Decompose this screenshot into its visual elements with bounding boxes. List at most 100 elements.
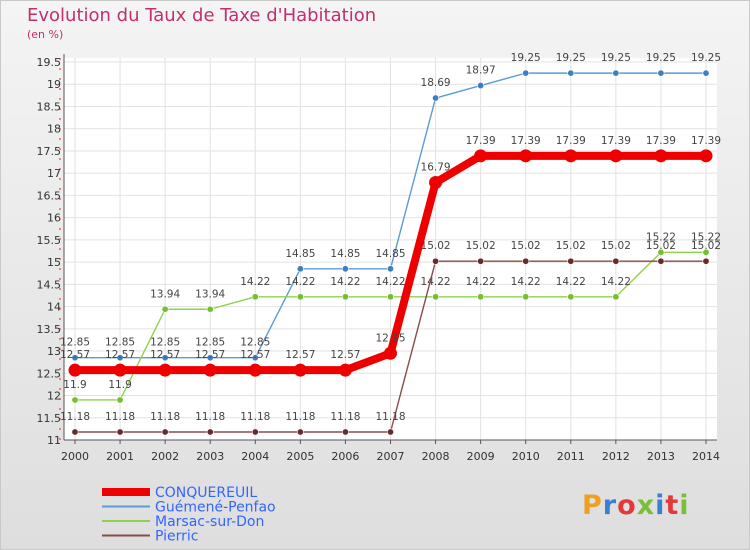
data-label: 12.57 — [285, 349, 315, 361]
data-label: 14.22 — [375, 276, 405, 288]
data-point — [609, 149, 623, 163]
data-label: 12.57 — [240, 349, 270, 361]
data-point — [519, 149, 533, 163]
data-label: 19.25 — [646, 52, 676, 64]
data-label: 17.39 — [511, 135, 541, 147]
data-label: 17.39 — [691, 135, 721, 147]
x-tick-label: 2000 — [61, 450, 89, 463]
y-tick-label: 16.5 — [37, 189, 62, 202]
data-label: 15.02 — [421, 240, 451, 252]
legend-item: Marsac-sur-Don — [102, 514, 264, 530]
x-tick-label: 2003 — [196, 450, 224, 463]
data-label: 12.57 — [60, 349, 90, 361]
data-label: 14.22 — [466, 276, 496, 288]
data-point — [206, 428, 214, 436]
data-label: 15.02 — [556, 240, 586, 252]
data-label: 12.57 — [150, 349, 180, 361]
y-tick-label: 16 — [47, 212, 61, 225]
data-label: 15.22 — [646, 231, 676, 243]
data-label: 17.39 — [556, 135, 586, 147]
x-tick-label: 2001 — [106, 450, 134, 463]
chart-title: Evolution du Taux de Taxe d'Habitation — [27, 5, 377, 26]
data-label: 14.85 — [330, 248, 360, 260]
data-label: 19.25 — [691, 52, 721, 64]
data-label: 15.02 — [601, 240, 631, 252]
data-point — [567, 257, 575, 265]
data-point — [432, 293, 440, 301]
data-label: 19.25 — [511, 52, 541, 64]
data-point — [338, 363, 352, 377]
data-point — [251, 354, 259, 362]
data-label: 14.22 — [556, 276, 586, 288]
data-point — [71, 396, 79, 404]
y-tick-label: 14 — [47, 301, 61, 314]
data-point — [116, 396, 124, 404]
data-point — [657, 69, 665, 77]
data-label: 12.57 — [195, 349, 225, 361]
x-tick-label: 2009 — [467, 450, 495, 463]
data-label: 11.18 — [285, 411, 315, 423]
data-label: 11.9 — [63, 379, 86, 391]
y-tick-label: 12.5 — [37, 367, 62, 380]
x-tick-label: 2013 — [647, 450, 675, 463]
data-label: 17.39 — [646, 135, 676, 147]
data-label: 14.22 — [601, 276, 631, 288]
data-label: 13.94 — [150, 288, 180, 300]
logo-letter: i — [679, 490, 690, 521]
legend-item: Guémené-Penfao — [102, 500, 276, 516]
data-label: 11.9 — [108, 379, 131, 391]
data-point — [477, 293, 485, 301]
data-point — [386, 265, 394, 273]
y-tick-label: 13 — [47, 345, 61, 358]
data-point — [429, 176, 443, 190]
data-point — [567, 69, 575, 77]
data-label: 12.85 — [60, 337, 90, 349]
data-label: 15.02 — [646, 240, 676, 252]
data-point — [384, 346, 397, 360]
data-point — [158, 363, 172, 377]
data-point — [654, 149, 668, 163]
data-point — [248, 363, 262, 377]
logo-letter: x — [636, 490, 656, 521]
y-tick-label: 11.5 — [37, 412, 62, 425]
legend-label: Marsac-sur-Don — [155, 514, 264, 530]
data-label: 19.25 — [556, 52, 586, 64]
data-label: 14.22 — [285, 276, 315, 288]
data-label: 11.18 — [240, 411, 270, 423]
x-tick-label: 2002 — [151, 450, 179, 463]
data-point — [203, 363, 217, 377]
logo-letter: i — [655, 490, 666, 521]
data-label: 11.18 — [150, 411, 180, 423]
data-point — [116, 354, 124, 362]
data-label: 17.39 — [466, 135, 496, 147]
y-tick-label: 12 — [47, 390, 61, 403]
data-point — [71, 354, 79, 362]
legend-item: Pierric — [102, 529, 199, 545]
data-label: 11.18 — [375, 411, 405, 423]
data-label: 14.22 — [511, 276, 541, 288]
data-point — [71, 428, 79, 436]
data-point — [113, 363, 127, 377]
data-point — [116, 428, 124, 436]
x-tick-label: 2005 — [286, 450, 314, 463]
y-tick-label: 18 — [47, 123, 61, 136]
logo-letter: P — [582, 490, 603, 521]
data-point — [702, 257, 710, 265]
y-tick-label: 17 — [47, 167, 61, 180]
data-label: 12.85 — [195, 337, 225, 349]
data-label: 14.22 — [240, 276, 270, 288]
data-point — [341, 293, 349, 301]
y-tick-label: 14.5 — [37, 278, 62, 291]
data-point — [432, 94, 440, 102]
data-point — [296, 428, 304, 436]
data-label: 17.39 — [601, 135, 631, 147]
data-label: 13.94 — [195, 288, 225, 300]
y-tick-label: 17.5 — [37, 145, 62, 158]
logo-letter: o — [617, 490, 637, 521]
data-label: 18.97 — [466, 65, 496, 77]
legend-label: CONQUEREUIL — [155, 485, 257, 501]
series-pierric: 11.18 11.18 11.18 11.18 11.18 11.18 11.18 11.18… — [60, 240, 721, 436]
data-label: 14.22 — [330, 276, 360, 288]
data-label: 11.18 — [330, 411, 360, 423]
